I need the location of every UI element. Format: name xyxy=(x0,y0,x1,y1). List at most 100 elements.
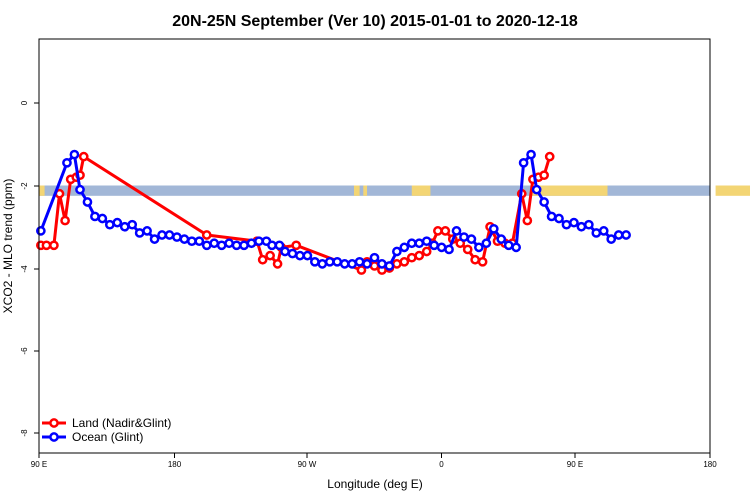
land-series-point xyxy=(49,240,59,251)
land-series-point xyxy=(257,254,268,265)
ocean-series-point xyxy=(201,240,212,251)
y-tick-label: -2 xyxy=(20,182,29,190)
ocean-series-point xyxy=(209,238,220,249)
land-series-point xyxy=(414,250,425,261)
ocean-series-point xyxy=(621,230,631,240)
ocean-series-point xyxy=(157,230,167,240)
ocean-series-point xyxy=(613,230,624,240)
ocean-series-point xyxy=(149,234,160,244)
land-series-point xyxy=(544,151,555,162)
ocean-series-point xyxy=(267,240,277,251)
ocean-series-point xyxy=(546,211,557,222)
ocean-series-point xyxy=(369,252,380,263)
ocean-series-point xyxy=(97,213,108,224)
ocean-series-point xyxy=(429,240,439,251)
y-tick-label: 0 xyxy=(20,100,29,105)
ocean-series-point xyxy=(399,242,410,253)
land-series-point xyxy=(356,265,367,275)
land-series-point xyxy=(406,252,417,263)
plot-border xyxy=(38,38,711,454)
ocean-series-point xyxy=(496,234,507,244)
land-series-point xyxy=(369,261,380,271)
ocean-series-point xyxy=(239,240,249,251)
ocean-series-point xyxy=(421,236,432,247)
ocean-band xyxy=(39,185,710,196)
background-band xyxy=(39,185,750,196)
ocean-series-point xyxy=(194,236,205,247)
ocean-series-point xyxy=(62,157,72,168)
x-tick-label: 0 xyxy=(439,460,444,469)
x-tick-label: 90 E xyxy=(567,460,583,469)
ocean-series-point xyxy=(317,259,328,269)
land-series-point xyxy=(421,246,432,257)
ocean-series-point xyxy=(339,259,350,269)
ocean-series xyxy=(36,149,631,271)
y-tick-label: -6 xyxy=(20,347,29,355)
ocean-series-point xyxy=(561,219,572,230)
ocean-series-point xyxy=(134,228,145,238)
ocean-series-point xyxy=(474,242,484,253)
land-series-point xyxy=(291,240,302,251)
x-axis: 90 E 180 90 W 0 90 E 180 xyxy=(31,453,717,469)
ocean-series-point xyxy=(295,250,305,261)
ocean-series-point xyxy=(69,149,80,160)
ocean-series-point xyxy=(280,246,290,257)
ocean-series-point xyxy=(287,248,298,259)
ocean-series-point xyxy=(127,219,138,230)
ocean-series-point xyxy=(526,149,536,160)
land-series-point xyxy=(399,256,410,267)
ocean-series-point xyxy=(82,197,93,207)
ocean-series-point xyxy=(406,238,417,249)
land-series-point xyxy=(539,170,549,181)
ocean-series-point xyxy=(606,234,617,244)
ocean-series-point xyxy=(36,226,46,236)
ocean-series-point xyxy=(104,219,115,230)
x-tick-label: 90 W xyxy=(298,460,317,469)
ocean-series-point xyxy=(179,234,190,244)
ocean-series-point xyxy=(362,259,372,269)
ocean-series-point xyxy=(310,256,320,267)
ocean-series-line xyxy=(39,153,627,268)
ocean-series-point xyxy=(246,238,257,249)
ocean-series-point xyxy=(436,242,447,253)
legend-marker xyxy=(49,432,59,442)
y-tick-label: -8 xyxy=(20,429,29,437)
ocean-series-point xyxy=(332,256,343,267)
land-series-point xyxy=(477,256,488,267)
ocean-series-point xyxy=(172,232,182,242)
ocean-series-point xyxy=(598,226,609,236)
ocean-series-point xyxy=(186,236,197,247)
legend-marker xyxy=(49,418,59,428)
ocean-series-point xyxy=(511,242,522,253)
y-axis-label: XCO2 - MLO trend (ppm) xyxy=(1,179,15,314)
ocean-series-point xyxy=(414,238,425,249)
ocean-series-point xyxy=(90,211,100,222)
land-series-point xyxy=(522,215,533,226)
legend-item: Ocean (Glint) xyxy=(42,430,143,444)
ocean-series-point xyxy=(466,234,477,244)
ocean-series-point xyxy=(224,238,234,249)
land-series-point xyxy=(272,259,283,269)
ocean-series-point xyxy=(531,184,542,195)
ocean-series-point xyxy=(231,240,242,251)
ocean-series-point xyxy=(539,197,549,207)
ocean-series-point xyxy=(302,250,313,261)
x-tick-label: 180 xyxy=(168,460,182,469)
land-band-segment xyxy=(353,185,360,196)
ocean-series-point xyxy=(392,246,402,257)
ocean-series-point xyxy=(583,219,594,230)
ocean-series-point xyxy=(444,244,454,255)
ocean-series-point xyxy=(164,230,175,240)
chart-title: 20N-25N September (Ver 10) 2015-01-01 to… xyxy=(172,13,578,30)
ocean-series-point xyxy=(591,228,602,238)
ocean-series-point xyxy=(142,226,152,236)
ocean-series-point xyxy=(518,157,529,168)
land-band-segment xyxy=(531,185,608,196)
ocean-series-point xyxy=(112,217,123,228)
ocean-series-point xyxy=(354,256,365,267)
ocean-series-point xyxy=(488,223,499,234)
land-series-point xyxy=(470,254,480,265)
land-series-point xyxy=(433,226,443,236)
y-axis: 0 -2 -4 -6 -8 xyxy=(20,100,39,437)
